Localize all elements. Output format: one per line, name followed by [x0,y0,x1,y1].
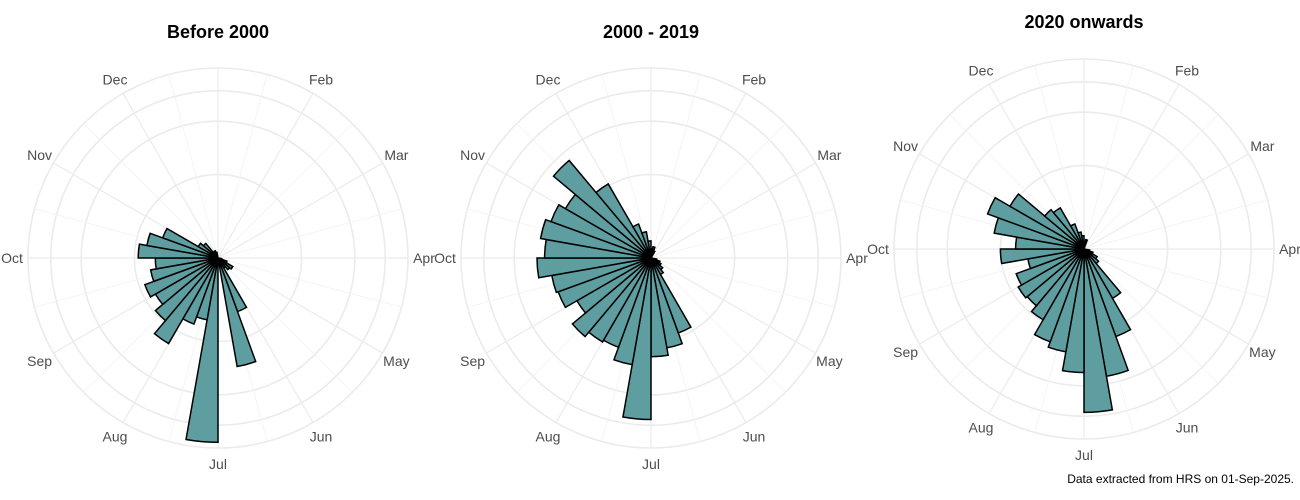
rose-bar [1069,223,1085,250]
grid-spoke-minor [1034,65,1085,250]
month-label-oct: Oct [867,241,889,257]
panel-title: 2000 - 2019 [603,22,699,42]
rose-bar [1052,206,1085,250]
month-label-oct: Oct [1,250,23,266]
rose-bar [650,249,656,259]
month-label-nov: Nov [460,147,485,163]
grid-spoke [1083,153,1249,250]
month-label-jul: Jul [1075,447,1093,463]
month-label-dec: Dec [536,72,561,88]
grid-spoke [217,93,314,259]
month-label-jun: Jun [310,428,333,444]
month-label-apr: Apr [413,250,435,266]
rose-bar [154,257,219,322]
grid-spoke-minor [217,257,353,393]
grid-spoke-minor [217,74,268,259]
grid-spoke [217,257,383,354]
grid-spoke [650,162,816,259]
grid-spoke-minor [650,257,835,308]
grid-spoke-minor [1083,248,1219,384]
month-label-sep: Sep [893,344,918,360]
rose-bar [550,203,652,259]
rose-bar [1017,248,1085,299]
grid-spoke-minor [168,74,219,259]
rose-bar [631,223,652,259]
month-label-feb: Feb [1175,63,1199,79]
grid-spoke-minor [83,123,219,259]
rose-bar [594,182,652,259]
rose-chart-panel: Feb Mar Apr May Jun Jul Aug Sep Oct Nov Dec 2000 - … [434,22,868,472]
month-label-aug: Aug [103,428,128,444]
rose-bar [999,248,1085,265]
grid-spoke-minor [217,123,353,259]
rose-bar [215,251,219,259]
grid-spoke-minor [1083,65,1134,250]
grid-spoke [1083,84,1180,250]
rose-chart-panel: Feb Mar Apr May Jun Jul Aug Sep Oct Nov Dec 2020 on… [867,12,1300,463]
grid-spoke-minor [217,257,402,308]
month-label-nov: Nov [27,147,52,163]
panel-title: Before 2000 [167,22,269,42]
month-label-aug: Aug [536,428,561,444]
grid-spoke [650,93,747,259]
rose-bar [1008,192,1085,250]
data-source-caption: Data extracted from HRS on 01-Sep-2025. [1067,472,1294,486]
panel-title: 2020 onwards [1024,12,1143,32]
grid-spoke [217,162,383,259]
month-label-sep: Sep [27,353,52,369]
month-label-sep: Sep [460,353,485,369]
month-label-jul: Jul [209,456,227,472]
rose-bar [1043,208,1085,250]
month-label-apr: Apr [1279,241,1300,257]
grid-spoke-minor [1083,248,1268,299]
month-label-oct: Oct [434,250,456,266]
month-label-aug: Aug [969,419,994,435]
grid-spoke [650,257,816,354]
month-label-mar: Mar [384,147,408,163]
grid-spoke-minor [1083,114,1219,250]
month-label-jun: Jun [743,428,766,444]
month-label-jul: Jul [642,456,660,472]
rose-bar [536,257,652,279]
rose-bar [1033,248,1085,343]
month-label-jun: Jun [1176,419,1199,435]
rose-chart-panel: Feb Mar Apr May Jun Jul Aug Sep Oct Nov Dec Before … [1,22,435,472]
rose-bar [1015,248,1085,287]
month-label-nov: Nov [893,138,918,154]
grid-spoke-minor [601,74,652,259]
rose-bar [153,257,219,345]
rose-bar [552,159,652,259]
rose-bar [217,257,257,368]
rose-bar [1030,248,1085,321]
month-label-mar: Mar [817,147,841,163]
month-label-apr: Apr [846,250,868,266]
month-label-dec: Dec [969,63,994,79]
grid-spoke-minor [1083,199,1268,250]
month-label-may: May [1249,344,1275,360]
month-label-may: May [383,353,409,369]
month-label-dec: Dec [103,72,128,88]
month-label-mar: Mar [1250,138,1274,154]
rose-bar [986,196,1085,250]
rose-bar [571,257,652,338]
rose-bar [640,230,652,259]
rose-bar [1083,248,1114,414]
month-label-feb: Feb [309,72,333,88]
grid-spoke [122,93,219,259]
grid-spoke-minor [650,74,701,259]
grid-spoke-minor [650,123,786,259]
grid-spoke-minor [217,208,402,259]
rose-bar [1083,238,1089,250]
month-label-feb: Feb [742,72,766,88]
rose-bar [149,257,219,283]
grid-spoke [1083,248,1249,345]
grid-spoke-minor [650,257,786,393]
month-label-may: May [816,353,842,369]
grid-spoke-minor [650,208,835,259]
rose-bar [143,257,219,298]
